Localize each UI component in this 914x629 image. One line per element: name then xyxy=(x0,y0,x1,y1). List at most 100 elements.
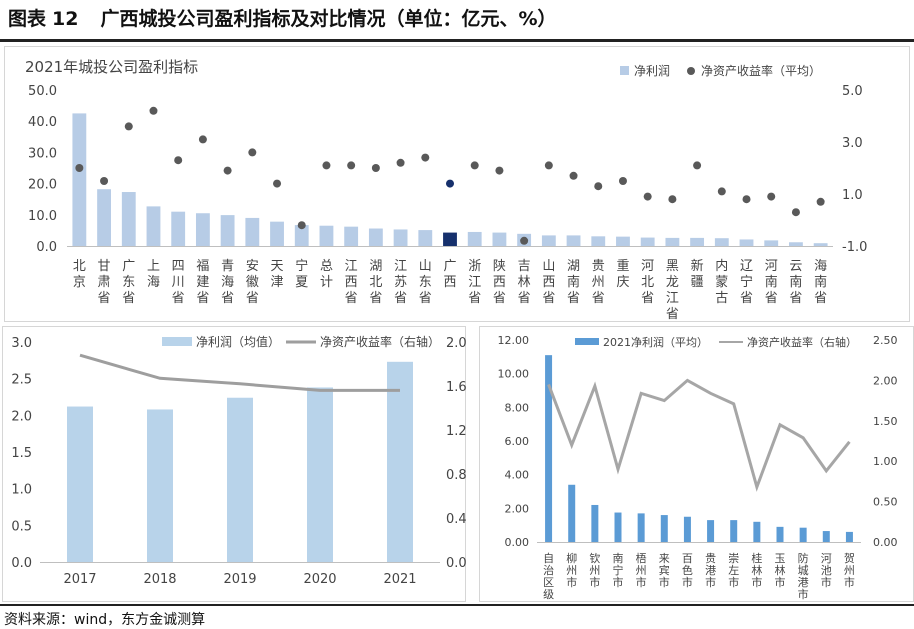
x-tick-label: 梧州市 xyxy=(636,551,647,589)
yright-tick-label: 2.00 xyxy=(873,374,898,387)
yright-tick-label: 2.50 xyxy=(873,334,898,347)
yleft-tick-label: 4.00 xyxy=(505,469,530,482)
yright-tick-label: 5.0 xyxy=(842,84,863,99)
yleft-tick-label: 3.0 xyxy=(11,336,32,351)
legend-line-label: 净资产收益率（右轴） xyxy=(320,334,440,349)
bar-net-profit xyxy=(418,230,433,246)
dot-roe xyxy=(347,161,356,170)
yleft-tick-label: 10.00 xyxy=(498,368,530,381)
legend-bar-label: 2021净利润（平均） xyxy=(603,335,708,349)
x-tick-label: 百色市 xyxy=(682,552,693,589)
bar-net-profit-2021 xyxy=(753,521,761,542)
x-tick-label: 贵州省 xyxy=(592,259,605,306)
x-tick-label: 河池市 xyxy=(821,552,832,589)
bar-net-profit xyxy=(97,189,111,246)
bar-net-profit-2021 xyxy=(660,515,668,542)
yleft-tick-label: 12.00 xyxy=(498,334,530,347)
chart-provinces-frame xyxy=(4,46,910,322)
x-tick-label: 山西省 xyxy=(542,259,555,306)
legend-bar-label: 净利润 xyxy=(634,64,670,78)
dot-roe xyxy=(470,161,479,170)
bar-net-profit xyxy=(640,237,655,246)
x-tick-label: 江西省 xyxy=(345,259,358,306)
dot-roe xyxy=(668,195,677,204)
x-tick-label: 自治区级 xyxy=(543,552,554,601)
bar-net-profit-2021 xyxy=(568,484,576,542)
yleft-tick-label: 40.0 xyxy=(28,115,57,130)
x-tick-label: 四川省 xyxy=(172,259,185,306)
chart-yearly-svg: 净利润（均值） 净资产收益率（右轴） 0.0 0.5 1.0 1.5 2.0 2.5 3.0 0.… xyxy=(11,334,467,587)
yleft-tick-label: 20.0 xyxy=(28,178,57,193)
yright-tick-label: 0.50 xyxy=(873,496,898,509)
dot-roe xyxy=(693,161,702,170)
bar-net-profit xyxy=(690,237,705,246)
x-tick-label: 福建省 xyxy=(196,259,209,306)
bar-net-profit xyxy=(665,237,680,246)
bar-net-profit xyxy=(591,236,606,246)
dot-roe xyxy=(124,122,133,131)
x-tick-label: 广西 xyxy=(443,259,456,290)
figure-title: 图表 12 广西城投公司盈利指标及对比情况（单位：亿元、%） xyxy=(8,2,557,36)
bar-net-profit xyxy=(789,242,803,246)
yleft-tick-label: 30.0 xyxy=(28,146,57,161)
legend-bar-swatch xyxy=(162,337,192,346)
x-tick-label: 吉林省 xyxy=(518,259,531,306)
bar-net-profit xyxy=(319,225,334,246)
bar-net-profit xyxy=(270,221,284,246)
bar-net-profit xyxy=(121,192,136,246)
line-roe xyxy=(79,353,400,392)
x-tick-label: 辽宁省 xyxy=(740,259,753,306)
dot-roe xyxy=(396,158,405,167)
bar-net-profit-2021 xyxy=(637,513,645,542)
bar-net-profit-mean xyxy=(387,361,413,562)
x-tick-label: 崇左市 xyxy=(728,552,739,589)
x-tick-label: 总计 xyxy=(320,259,333,290)
dot-roe xyxy=(297,221,306,230)
chart-cities: 2021净利润（平均） 净资产收益率（右轴） 0.00 2.00 4.00 6.00 8.0… xyxy=(479,326,914,602)
dot-roe xyxy=(198,135,207,144)
x-tick-label: 贺州市 xyxy=(844,552,855,589)
yleft-tick-label: 0.5 xyxy=(11,519,32,534)
x-tick-label: 山东省 xyxy=(419,259,432,306)
bar-net-profit-2021 xyxy=(614,512,622,542)
legend-bar-swatch xyxy=(575,338,599,345)
dot-roe xyxy=(791,208,800,217)
yright-tick-label: 0.00 xyxy=(873,536,898,549)
yright-tick-label: 1.2 xyxy=(446,424,467,439)
chart-yearly: 净利润（均值） 净资产收益率（右轴） 0.0 0.5 1.0 1.5 2.0 2.5 3.0 0.… xyxy=(0,326,468,602)
yleft-tick-label: 6.00 xyxy=(505,435,530,448)
x-tick-label: 宁夏 xyxy=(295,258,308,290)
x-tick-label: 浙江省 xyxy=(468,259,481,306)
line-roe xyxy=(547,378,851,492)
bar-net-profit xyxy=(467,231,482,246)
x-tick-label: 玉林市 xyxy=(775,552,786,589)
x-tick-label: 重庆 xyxy=(616,258,629,290)
bar-net-profit xyxy=(146,206,161,246)
bar-net-profit xyxy=(714,238,729,246)
bar-net-profit xyxy=(368,228,383,246)
x-tick-label: 新疆 xyxy=(691,258,704,290)
bar-net-profit xyxy=(72,113,87,247)
bar-net-profit-2021 xyxy=(822,531,830,542)
yleft-tick-label: 0.0 xyxy=(36,240,57,255)
yright-tick-label: -1.0 xyxy=(842,240,867,255)
x-tick-label: 河南省 xyxy=(765,259,778,306)
yleft-tick-label: 2.00 xyxy=(505,502,530,515)
yright-tick-label: 1.0 xyxy=(842,188,863,203)
bar-net-profit xyxy=(813,243,828,246)
dot-roe xyxy=(446,179,454,188)
dot-roe xyxy=(322,161,331,170)
bar-net-profit-2021 xyxy=(707,520,715,542)
dot-roe xyxy=(223,166,232,175)
bar-net-profit-2021 xyxy=(683,516,691,542)
figure-title-prefix: 图表 xyxy=(8,8,47,30)
source-note: 资料来源：wind，东方金诚测算 xyxy=(4,612,206,628)
x-tick-label: 云南省 xyxy=(789,259,802,306)
yleft-tick-label: 1.0 xyxy=(11,483,32,498)
x-tick-label: 湖南省 xyxy=(567,259,580,306)
bar-net-profit xyxy=(739,239,754,246)
dot-roe xyxy=(520,236,529,245)
yright-tick-label: 3.0 xyxy=(842,136,863,151)
x-tick-label: 内蒙古 xyxy=(715,258,728,306)
yleft-tick-label: 8.00 xyxy=(505,401,530,414)
